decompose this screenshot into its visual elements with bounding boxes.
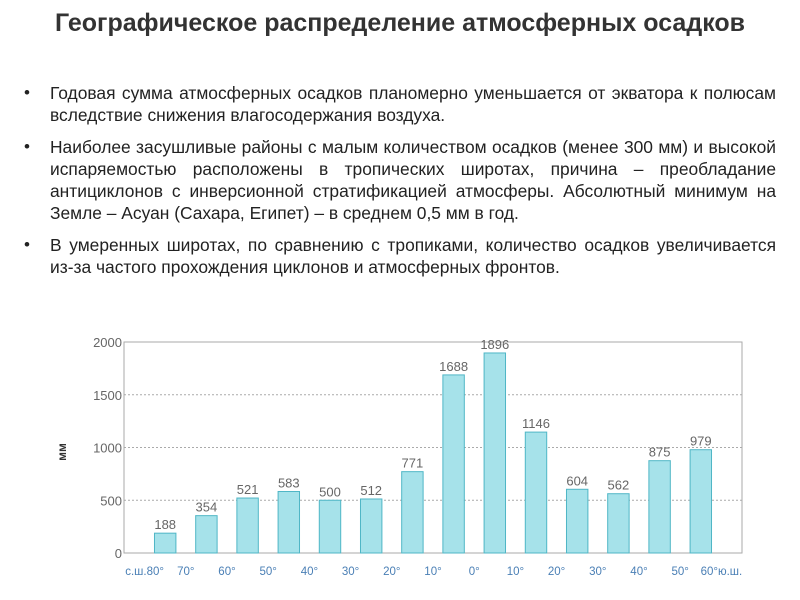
bar [153,532,177,554]
precipitation-bar-chart: 0 500 1000 1500 2000 с.ш.80° 70° 60° 50° 40° 30° 20… [55,335,743,578]
x-tick-label: 20° [548,566,565,578]
x-tick-label: 70° [177,566,194,578]
x-tick-label: 20° [383,566,400,578]
bar-value-label: 979 [690,434,712,449]
bar [483,352,507,554]
bar-value-label: 1688 [439,359,468,374]
bar-value-label: 512 [360,483,382,498]
chart-labels: 0 500 1000 1500 2000 с.ш.80° 70° 60° 50° 40° 30° 20… [93,335,742,578]
bar-value-label: 500 [319,484,341,499]
x-tick-label: 60°ю.ш. [701,566,743,578]
bar-value-label: 521 [237,482,259,497]
bullet-item: • Годовая сумма атмосферных осадков план… [24,82,776,126]
y-tick-label: 0 [115,546,122,561]
x-tick-label: 50° [260,566,277,578]
bullet-marker: • [24,235,30,254]
bullet-text: Наиболее засушливые районы с малым колич… [50,137,776,223]
x-tick-label: 40° [301,566,318,578]
bullet-marker: • [24,137,30,156]
bar-value-label: 1146 [522,416,550,431]
x-tick-label: 60° [218,566,235,578]
bar [648,460,671,554]
y-tick-label: 1500 [93,388,122,403]
bar [565,488,589,554]
x-tick-label: 0° [469,566,480,578]
bar [318,499,342,554]
x-tick-label: 10° [424,566,441,578]
bar [442,374,465,554]
x-tick-label: 30° [589,566,606,578]
x-tick-label: с.ш.80° [125,566,164,578]
bar-value-label: 604 [566,473,588,488]
chart-grid [123,341,743,554]
x-tick-label: 10° [507,566,524,578]
x-tick-label: 50° [672,566,689,578]
bar [236,497,259,554]
bullet-item: • Наиболее засушливые районы с малым кол… [24,136,776,224]
slide-title: Географическое распределение атмосферных… [54,9,746,37]
y-tick-label: 2000 [93,335,122,350]
bar [195,515,218,554]
bullet-marker: • [24,83,30,102]
bullet-text: В умеренных широтах, по сравнению с троп… [50,235,776,277]
bullet-text: Годовая сумма атмосферных осадков планом… [50,83,776,125]
bar-value-label: 1896 [480,337,509,352]
bar [607,493,630,554]
chart-bars [153,352,713,554]
bar [359,498,383,554]
bar-value-label: 562 [608,478,630,493]
bar-value-label: 188 [154,517,176,532]
y-tick-label: 500 [100,493,122,508]
bar [689,449,713,554]
bar [277,490,301,554]
y-axis-label: мм [55,443,69,461]
x-tick-label: 40° [630,566,647,578]
bullet-item: • В умеренных широтах, по сравнению с тр… [24,234,776,278]
bar-value-label: 354 [196,500,218,515]
bullet-list: • Годовая сумма атмосферных осадков план… [24,82,776,288]
bar-value-label: 583 [278,475,300,490]
bar [401,471,424,554]
x-tick-label: 30° [342,566,359,578]
bar-value-label: 771 [402,456,424,471]
y-tick-label: 1000 [93,441,122,456]
bar-value-label: 875 [649,445,671,460]
bar [524,431,548,554]
